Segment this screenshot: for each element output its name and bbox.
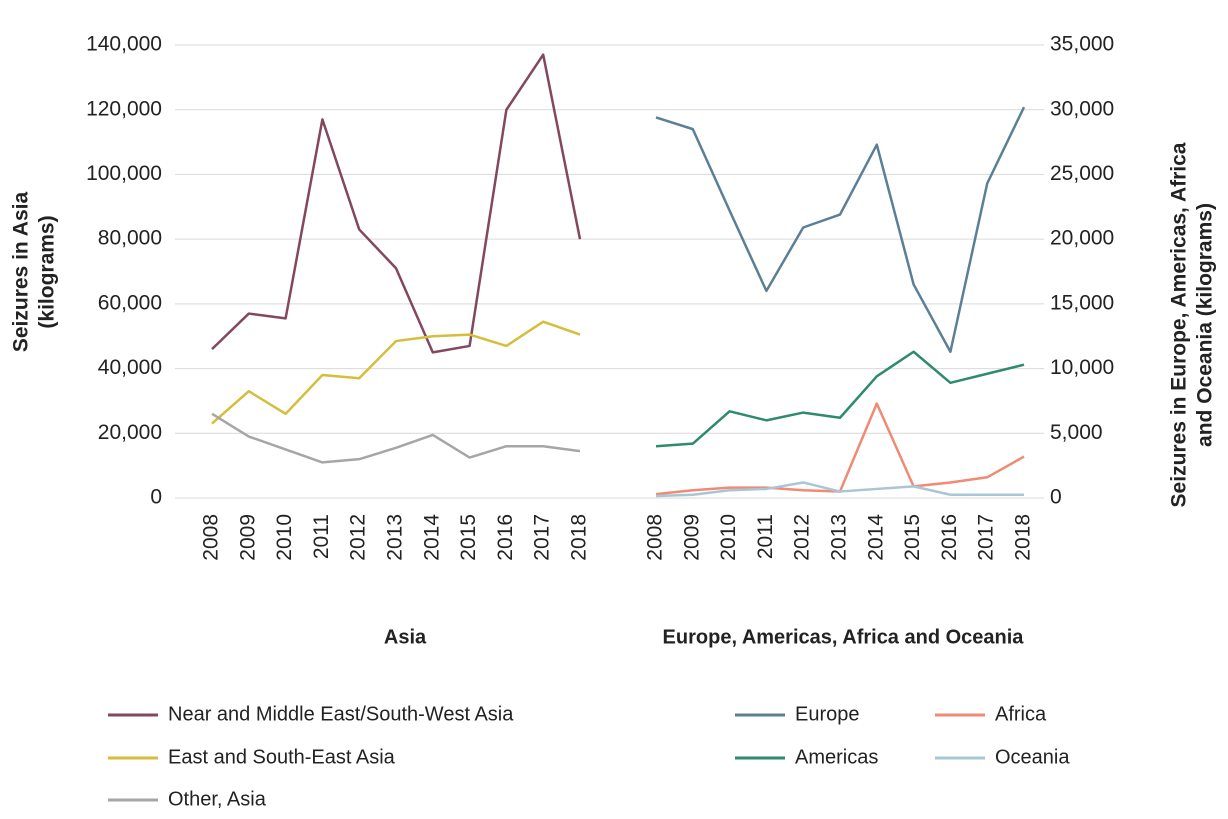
- x-tick-label: 2013: [384, 514, 407, 561]
- x-tick-label: 2009: [680, 514, 703, 561]
- y2-tick-label: 20,000: [1050, 227, 1114, 250]
- y2-tick-label: 35,000: [1050, 33, 1114, 56]
- x-tick-label: 2008: [200, 514, 223, 561]
- y-tick-label: 100,000: [86, 162, 162, 185]
- series-line: [655, 106, 1026, 353]
- x-tick-label: 2012: [791, 514, 814, 561]
- series-line: [211, 53, 582, 354]
- x-tick-label: 2016: [494, 514, 517, 561]
- x-tick-label: 2017: [975, 514, 998, 561]
- x-tick-label: 2018: [568, 514, 591, 561]
- series-line: [655, 350, 1025, 448]
- y2-axis-title: and Oceania (kilograms): [1194, 203, 1217, 447]
- legend-label: Near and Middle East/South-West Asia: [168, 703, 514, 725]
- x-tick-label: 2018: [1012, 514, 1035, 561]
- x-tick-label: 2014: [864, 514, 887, 561]
- y-tick-label: 20,000: [98, 421, 162, 444]
- x-tick-label: 2015: [901, 514, 924, 561]
- y2-tick-label: 0: [1050, 486, 1062, 509]
- group-label: Asia: [384, 626, 427, 648]
- y-tick-label: 60,000: [98, 291, 162, 314]
- x-tick-label: 2014: [420, 514, 443, 561]
- x-tick-label: 2008: [644, 514, 667, 561]
- x-tick-label: 2012: [347, 514, 370, 561]
- y2-tick-label: 30,000: [1050, 97, 1114, 120]
- legend-label: Oceania: [995, 746, 1070, 768]
- x-tick-label: 2010: [273, 514, 296, 561]
- x-tick-label: 2016: [938, 514, 961, 561]
- legend-label: Europe: [795, 703, 860, 725]
- y2-tick-label: 15,000: [1050, 291, 1114, 314]
- x-tick-label: 2017: [531, 514, 554, 561]
- y-tick-label: 40,000: [98, 356, 162, 379]
- group-label: Europe, Americas, Africa and Oceania: [663, 626, 1025, 648]
- series-line: [211, 320, 581, 425]
- y-tick-label: 140,000: [86, 33, 162, 56]
- legend-label: Africa: [995, 703, 1047, 725]
- y2-tick-label: 5,000: [1050, 421, 1103, 444]
- legend-label: Americas: [795, 746, 878, 768]
- legend-label: Other, Asia: [168, 788, 267, 810]
- x-tick-label: 2009: [236, 514, 259, 561]
- x-tick-label: 2013: [828, 514, 851, 561]
- x-tick-label: 2011: [310, 514, 333, 559]
- y2-tick-label: 10,000: [1050, 356, 1114, 379]
- y-tick-label: 80,000: [98, 227, 162, 250]
- series-line: [211, 412, 581, 464]
- x-tick-label: 2015: [457, 514, 480, 561]
- legend-label: East and South-East Asia: [168, 746, 396, 768]
- x-tick-label: 2010: [717, 514, 740, 561]
- y2-axis-title: Seizures in Europe, Americas, Africa: [1168, 142, 1191, 507]
- y-axis-title: Seizures in Asia: [10, 192, 33, 353]
- y-tick-label: 0: [150, 486, 162, 509]
- y-tick-label: 120,000: [86, 97, 162, 120]
- y-axis-title: (kilograms): [36, 215, 59, 328]
- series-line: [655, 481, 1024, 498]
- y2-tick-label: 25,000: [1050, 162, 1114, 185]
- x-tick-label: 2011: [754, 514, 777, 559]
